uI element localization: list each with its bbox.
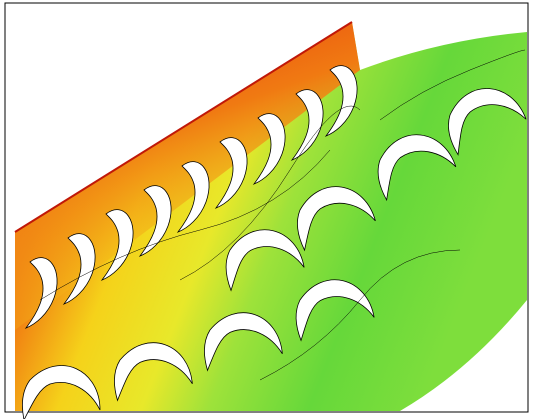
flow-contour-plot	[0, 0, 542, 419]
page	[0, 0, 542, 419]
